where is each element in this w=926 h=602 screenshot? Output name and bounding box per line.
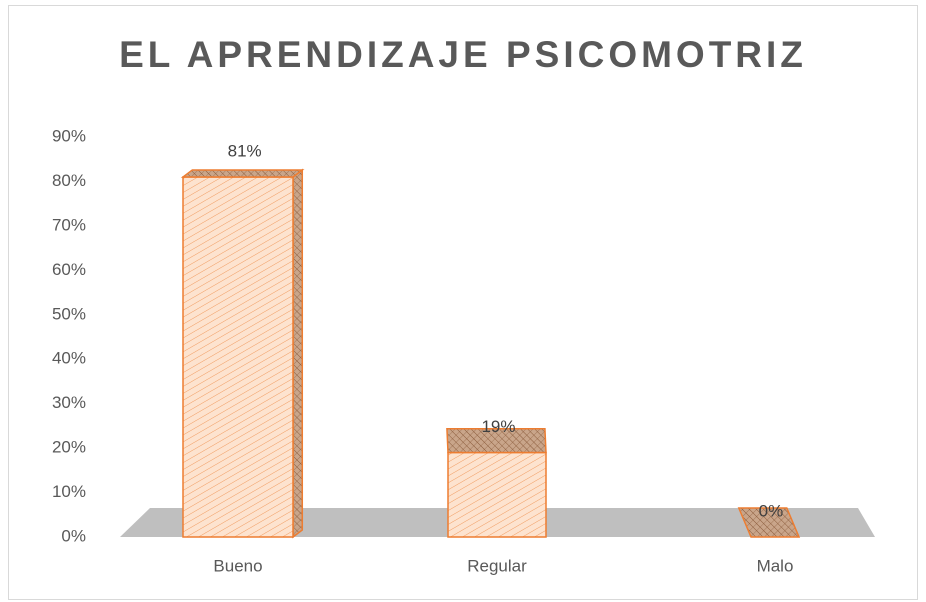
bar-top — [737, 507, 801, 538]
y-tick-label: 40% — [52, 349, 86, 368]
value-label: 0% — [759, 501, 784, 520]
value-label: 81% — [228, 141, 262, 160]
y-tick-label: 50% — [52, 304, 86, 323]
x-tick-label: Bueno — [213, 556, 262, 575]
x-tick-label: Malo — [757, 556, 794, 575]
bar-front — [447, 451, 547, 538]
y-tick-label: 70% — [52, 215, 86, 234]
y-tick-label: 30% — [52, 393, 86, 412]
y-tick-label: 80% — [52, 171, 86, 190]
y-tick-label: 10% — [52, 482, 86, 501]
y-tick-label: 60% — [52, 260, 86, 279]
bar — [446, 427, 547, 538]
chart-title: EL APRENDIZAJE PSICOMOTRIZ — [119, 34, 807, 75]
value-label: 19% — [481, 417, 515, 436]
y-tick-label: 90% — [52, 126, 86, 145]
bar-front — [182, 176, 294, 538]
y-tick-label: 20% — [52, 438, 86, 457]
bar-top — [446, 427, 547, 454]
x-tick-label: Regular — [467, 556, 527, 575]
y-tick-label: 0% — [61, 526, 86, 545]
bar-top — [180, 169, 305, 178]
bar — [180, 168, 305, 539]
bar-side — [292, 168, 304, 539]
bar — [737, 507, 801, 538]
